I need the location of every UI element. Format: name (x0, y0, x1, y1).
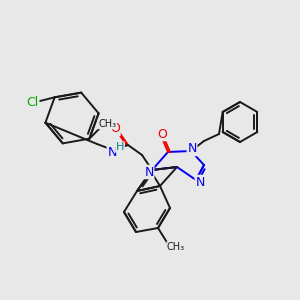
Text: N: N (195, 176, 205, 188)
Text: O: O (157, 128, 167, 140)
Text: N: N (107, 146, 117, 158)
Text: Cl: Cl (26, 96, 39, 109)
Text: H: H (116, 142, 124, 152)
Text: CH₃: CH₃ (167, 242, 185, 252)
Text: O: O (110, 122, 120, 136)
Text: N: N (187, 142, 197, 155)
Text: N: N (144, 166, 154, 178)
Text: CH₃: CH₃ (98, 119, 116, 129)
